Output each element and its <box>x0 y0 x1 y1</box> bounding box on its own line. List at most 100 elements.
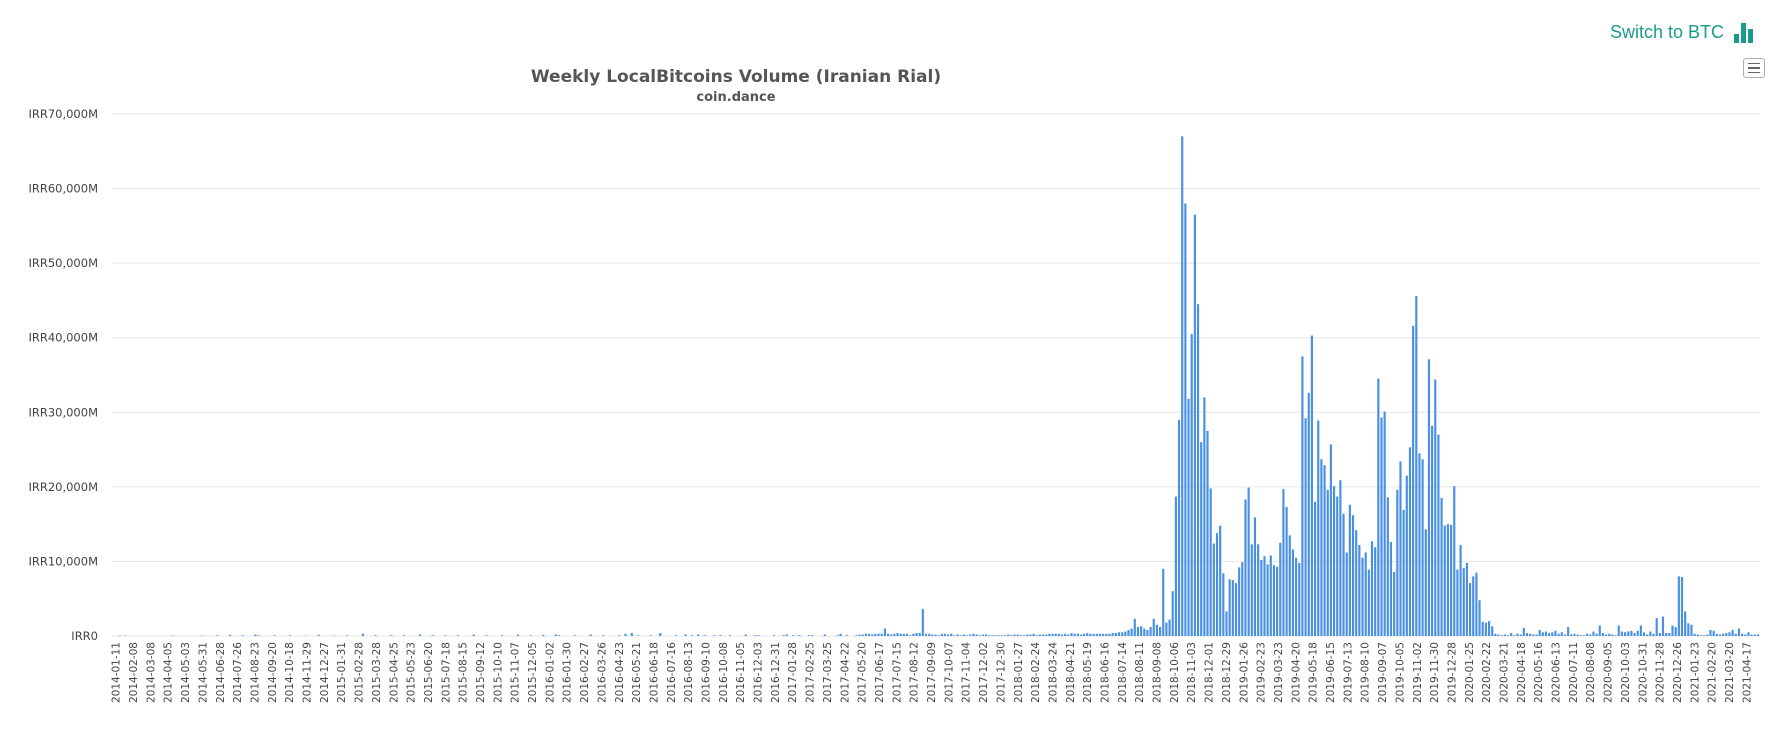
bar[interactable] <box>1642 632 1646 636</box>
bar[interactable] <box>864 633 867 636</box>
bar[interactable] <box>1234 583 1238 636</box>
bar[interactable] <box>1494 633 1497 636</box>
bar[interactable] <box>1595 633 1598 636</box>
bar[interactable] <box>1351 515 1355 636</box>
bar[interactable] <box>1567 627 1570 636</box>
bar[interactable] <box>501 635 504 636</box>
bar[interactable] <box>1608 633 1611 636</box>
bar[interactable] <box>947 634 950 636</box>
bar[interactable] <box>855 635 858 636</box>
bar[interactable] <box>1064 633 1067 636</box>
bar[interactable] <box>823 634 826 636</box>
bar[interactable] <box>1386 497 1389 636</box>
bar[interactable] <box>1206 430 1209 636</box>
bar[interactable] <box>728 635 731 636</box>
bar[interactable] <box>1570 634 1573 636</box>
bar[interactable] <box>1019 635 1022 636</box>
bar[interactable] <box>1073 633 1076 636</box>
bar[interactable] <box>1345 552 1348 636</box>
bar[interactable] <box>1108 633 1111 636</box>
bar[interactable] <box>1250 544 1253 636</box>
bar[interactable] <box>1326 489 1329 636</box>
bar[interactable] <box>1431 425 1434 636</box>
bar[interactable] <box>1668 633 1671 636</box>
bar[interactable] <box>1029 634 1032 636</box>
bar[interactable] <box>1054 633 1057 636</box>
bar[interactable] <box>1687 623 1690 636</box>
bar[interactable] <box>1370 541 1374 636</box>
bar[interactable] <box>1557 633 1560 636</box>
bar[interactable] <box>1427 359 1431 636</box>
bar[interactable] <box>1212 543 1215 636</box>
bar[interactable] <box>1472 576 1475 636</box>
bar[interactable] <box>1646 634 1649 636</box>
bar[interactable] <box>1168 619 1171 636</box>
bar[interactable] <box>390 635 393 636</box>
bar[interactable] <box>1332 486 1336 636</box>
bar[interactable] <box>1114 633 1117 636</box>
bar[interactable] <box>915 633 918 636</box>
bar[interactable] <box>690 635 694 636</box>
bar[interactable] <box>1538 630 1541 636</box>
bar[interactable] <box>1563 634 1567 636</box>
bar[interactable] <box>1355 530 1358 636</box>
bar[interactable] <box>1443 525 1446 636</box>
bar[interactable] <box>1045 634 1048 636</box>
bar[interactable] <box>554 634 557 636</box>
bar[interactable] <box>1601 633 1604 636</box>
bar[interactable] <box>659 633 662 636</box>
bar[interactable] <box>1203 397 1206 636</box>
bar[interactable] <box>618 635 621 636</box>
bar[interactable] <box>1136 627 1140 636</box>
bar[interactable] <box>1121 632 1124 636</box>
bar[interactable] <box>456 635 459 636</box>
bar[interactable] <box>1200 442 1203 636</box>
bar[interactable] <box>637 635 640 636</box>
bar[interactable] <box>1165 622 1168 636</box>
bar[interactable] <box>589 634 592 636</box>
bar[interactable] <box>241 635 244 636</box>
bar[interactable] <box>877 633 880 636</box>
bar[interactable] <box>902 633 905 636</box>
bar[interactable] <box>1127 630 1130 636</box>
bar[interactable] <box>1459 545 1462 636</box>
bar[interactable] <box>1285 506 1288 636</box>
bar[interactable] <box>254 634 257 636</box>
bar[interactable] <box>1336 496 1339 636</box>
bar[interactable] <box>937 635 940 636</box>
bar[interactable] <box>981 634 985 636</box>
bar[interactable] <box>403 635 406 636</box>
bar[interactable] <box>807 635 811 636</box>
bar[interactable] <box>969 634 972 636</box>
bar[interactable] <box>1111 633 1114 636</box>
bar[interactable] <box>985 634 988 636</box>
bar[interactable] <box>997 635 1000 636</box>
bar[interactable] <box>675 635 678 636</box>
bar[interactable] <box>931 634 934 636</box>
bar[interactable] <box>754 635 757 636</box>
bar[interactable] <box>558 635 561 636</box>
bar[interactable] <box>1402 509 1405 636</box>
bar[interactable] <box>896 633 899 636</box>
bar[interactable] <box>1503 634 1506 636</box>
bar[interactable] <box>1323 465 1326 636</box>
switch-to-btc-link[interactable]: Switch to BTC <box>1610 22 1753 43</box>
bar[interactable] <box>1086 633 1089 636</box>
bar[interactable] <box>1500 635 1503 636</box>
bar[interactable] <box>918 633 921 636</box>
bar[interactable] <box>773 635 776 636</box>
bar[interactable] <box>1225 611 1228 636</box>
bar[interactable] <box>1399 461 1402 637</box>
bar[interactable] <box>858 634 861 636</box>
bar[interactable] <box>1159 627 1162 636</box>
bar[interactable] <box>361 633 365 636</box>
bar[interactable] <box>1152 618 1155 636</box>
bar[interactable] <box>934 634 937 636</box>
bar[interactable] <box>1389 542 1393 636</box>
bar[interactable] <box>289 635 292 636</box>
bar[interactable] <box>1630 630 1633 636</box>
bar[interactable] <box>1589 634 1592 636</box>
bar[interactable] <box>1367 569 1370 636</box>
bar[interactable] <box>1725 633 1728 636</box>
bar[interactable] <box>1506 635 1510 636</box>
